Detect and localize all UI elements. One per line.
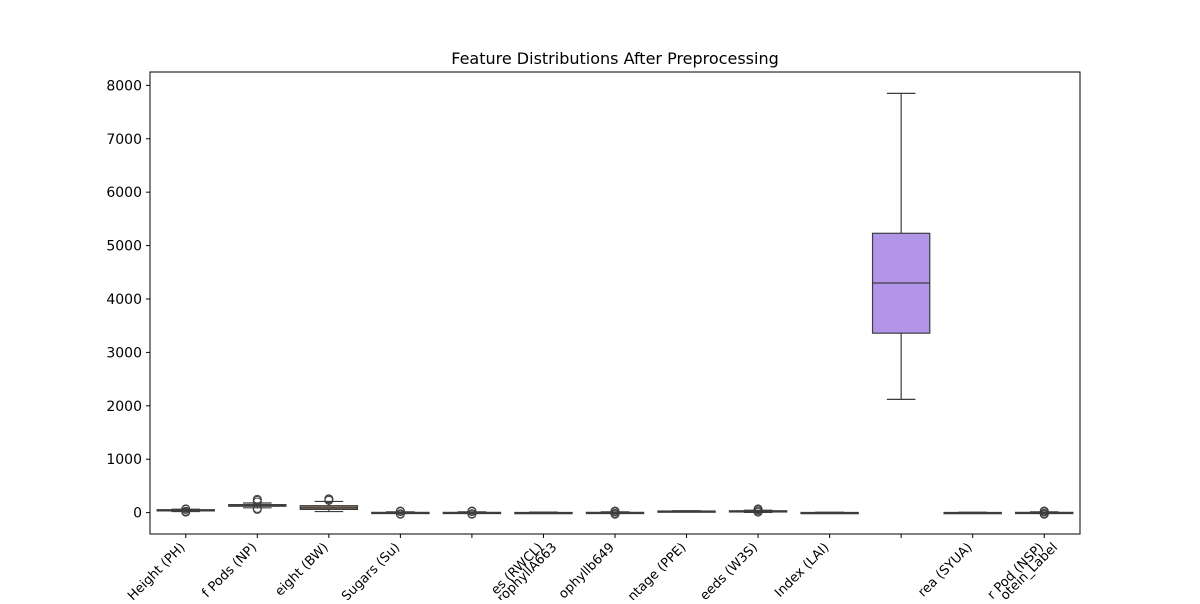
outlier-point bbox=[467, 506, 477, 516]
plot-area-frame bbox=[149, 71, 1081, 535]
x-tick-label: ntage (PPE) bbox=[625, 540, 689, 600]
y-tick-label: 7000 bbox=[106, 132, 142, 148]
boxes-layer bbox=[156, 92, 1074, 519]
x-axis: Height (PH) f Pods (NP) eight (BW) Sugars (… bbox=[125, 534, 1061, 604]
y-tick-label: 6000 bbox=[106, 185, 142, 201]
box-plot-item bbox=[728, 504, 788, 517]
y-tick-label: 3000 bbox=[106, 345, 142, 361]
box-plot-item bbox=[514, 511, 573, 515]
y-tick-label: 8000 bbox=[106, 78, 142, 94]
outlier-point bbox=[324, 494, 334, 504]
outlier-point bbox=[467, 509, 477, 519]
outlier-point bbox=[395, 506, 405, 516]
box-plot-item bbox=[943, 511, 1002, 515]
x-tick-label: Sugars (Su) bbox=[339, 540, 403, 600]
x-tick-label: eeds (W3S) bbox=[697, 540, 760, 600]
box-plot-item bbox=[657, 510, 716, 513]
x-tick-label: rea (SYUA) bbox=[915, 540, 975, 600]
outlier-point bbox=[252, 494, 262, 504]
y-tick-label: 1000 bbox=[106, 452, 142, 468]
box-plot-item bbox=[228, 494, 287, 514]
outlier-point bbox=[753, 504, 763, 514]
chart-title: Feature Distributions After Preprocessin… bbox=[451, 49, 778, 68]
outlier-point bbox=[610, 506, 620, 516]
x-tick-label: Height (PH) bbox=[125, 540, 189, 600]
x-tick-label: ophyllb649 bbox=[556, 540, 618, 600]
box-plot-item bbox=[299, 494, 359, 513]
x-tick-label: eight (BW) bbox=[272, 540, 331, 599]
x-tick-label: Index (LAI) bbox=[772, 540, 832, 600]
y-tick-label: 2000 bbox=[106, 399, 142, 415]
box-plot-item bbox=[585, 506, 645, 519]
y-tick-label: 4000 bbox=[106, 292, 142, 308]
box-plot-item bbox=[1015, 506, 1074, 519]
outlier-point bbox=[181, 504, 191, 514]
outlier-point bbox=[395, 509, 405, 519]
box-plot-item bbox=[871, 92, 931, 401]
y-tick-label: 5000 bbox=[106, 239, 142, 255]
box-plot-item bbox=[442, 506, 502, 519]
y-tick-label: 0 bbox=[133, 506, 142, 522]
y-axis: 0 1000 2000 3000 4000 5000 6000 7000 8000 bbox=[106, 78, 150, 522]
box-plot-item bbox=[371, 506, 430, 519]
x-tick-label: f Pods (NP) bbox=[199, 540, 260, 600]
outlier-point bbox=[1039, 506, 1049, 516]
box-plot-item bbox=[156, 504, 215, 517]
box-plot-item bbox=[800, 511, 859, 515]
